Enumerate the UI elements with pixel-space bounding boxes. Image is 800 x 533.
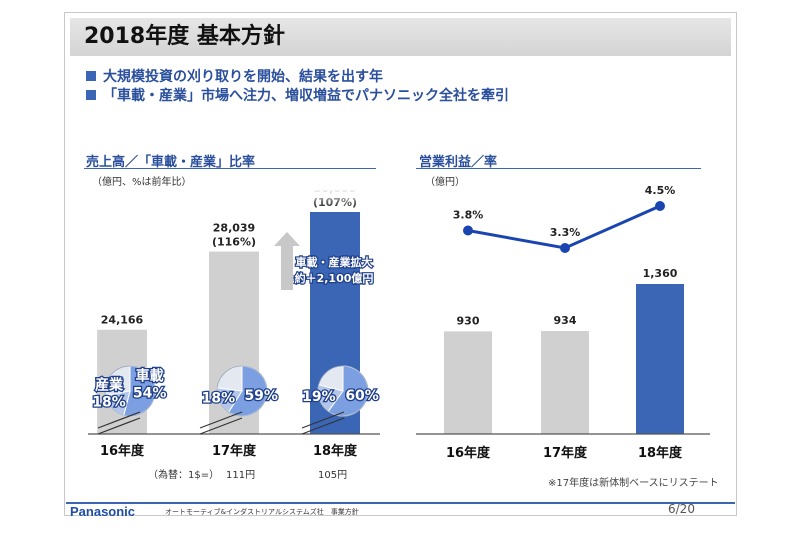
rate-label-2: 3.3% — [550, 226, 581, 239]
pie-outline-3 — [317, 365, 369, 417]
rate-point-2 — [560, 243, 570, 253]
restate-note: ※17年度は新体制ベースにリステート — [548, 478, 719, 489]
sales-title-underline — [84, 168, 376, 169]
annotation-line-2: 約＋2,100億円 — [295, 271, 374, 285]
sales-chart-title: 売上高／「車載・産業」比率 — [86, 155, 256, 170]
sales-growth-label-2: (116%) — [212, 236, 256, 249]
bullet-2-text: 「車載・産業」市場へ注力、増収増益でパナソニック全社を牽引 — [103, 88, 509, 104]
profit-bar-3 — [636, 284, 684, 434]
brand-logo: Panasonic — [70, 504, 136, 519]
slide-frame — [64, 12, 737, 516]
growth-arrow-icon — [274, 232, 300, 290]
bullet-square-icon — [86, 71, 96, 81]
sales-category-3: 18年度 — [313, 443, 358, 459]
pie-industrial-pct-3: 19% — [302, 389, 336, 405]
slide-title: 2018年度 基本方針 — [84, 24, 285, 49]
bullet-1-text: 大規模投資の刈り取りを開始、結果を出す年 — [103, 69, 383, 85]
pie-outline-2 — [216, 365, 268, 417]
annotation-line-1: 車載・産業拡大 — [296, 255, 373, 269]
profit-category-2: 17年度 — [543, 445, 588, 461]
profit-category-1: 16年度 — [446, 445, 491, 461]
footer-line — [66, 502, 735, 504]
bullet-2: 「車載・産業」市場へ注力、増収増益でパナソニック全社を牽引 — [86, 85, 509, 105]
pie-automotive-pct-1: 54% — [133, 386, 167, 402]
footer-division: オートモーティブ&インダストリアルシステムズ社 事業方針 — [165, 508, 359, 516]
rate-label-3: 4.5% — [645, 184, 676, 197]
profit-fade-left — [410, 200, 426, 440]
profit-value-label-1: 930 — [457, 314, 480, 327]
pie-industrial-label-1: 産業 — [95, 376, 124, 393]
profit-bar-1 — [444, 331, 492, 434]
profit-chart: 930 934 1,360 3.8% 3.3% 4.5% 16年度 17年度 18年度 — [410, 184, 710, 461]
sales-value-label-2: 28,039 — [213, 222, 255, 235]
pie-automotive-label-1: 車載 — [136, 368, 164, 385]
rate-point-3 — [655, 201, 665, 211]
profit-value-label-3: 1,360 — [643, 267, 678, 280]
sales-fade-top — [80, 190, 400, 208]
sales-fade-left — [80, 190, 100, 450]
profit-chart-title: 営業利益／率 — [419, 155, 498, 170]
sales-chart: 24,166(116%)28,039(107%)30,000 54%18%車載産… — [80, 190, 400, 459]
rate-point-1 — [463, 225, 473, 236]
exchange-rate-18: 105円 — [318, 470, 348, 481]
sales-category-2: 17年度 — [212, 443, 257, 459]
bullet-square-icon — [86, 90, 96, 100]
exchange-rate-17: 111円 — [226, 470, 256, 481]
sales-unit-note: （億円、%は前年比） — [92, 177, 192, 188]
profit-unit-note: （億円） — [425, 177, 465, 188]
profit-value-label-2: 934 — [554, 314, 577, 327]
axis-break-icon — [97, 411, 345, 435]
pie-industrial-pct-2: 18% — [202, 390, 236, 406]
pie-industrial-pct-1: 18% — [92, 394, 126, 410]
pie-automotive-pct-2: 59% — [244, 388, 278, 404]
title-bar — [70, 18, 731, 56]
profit-title-underline — [416, 168, 701, 169]
page-number: 6/20 — [668, 502, 695, 516]
pie-automotive-pct-3: 60% — [345, 388, 379, 404]
sales-value-label-1: 24,166 — [101, 314, 144, 327]
bullet-1: 大規模投資の刈り取りを開始、結果を出す年 — [86, 66, 383, 86]
rate-label-1: 3.8% — [453, 209, 484, 222]
exchange-rate-label: （為替：1$=） — [148, 470, 220, 481]
profit-bar-2 — [541, 330, 589, 434]
profit-category-3: 18年度 — [638, 445, 683, 461]
sales-category-1: 16年度 — [100, 443, 145, 459]
